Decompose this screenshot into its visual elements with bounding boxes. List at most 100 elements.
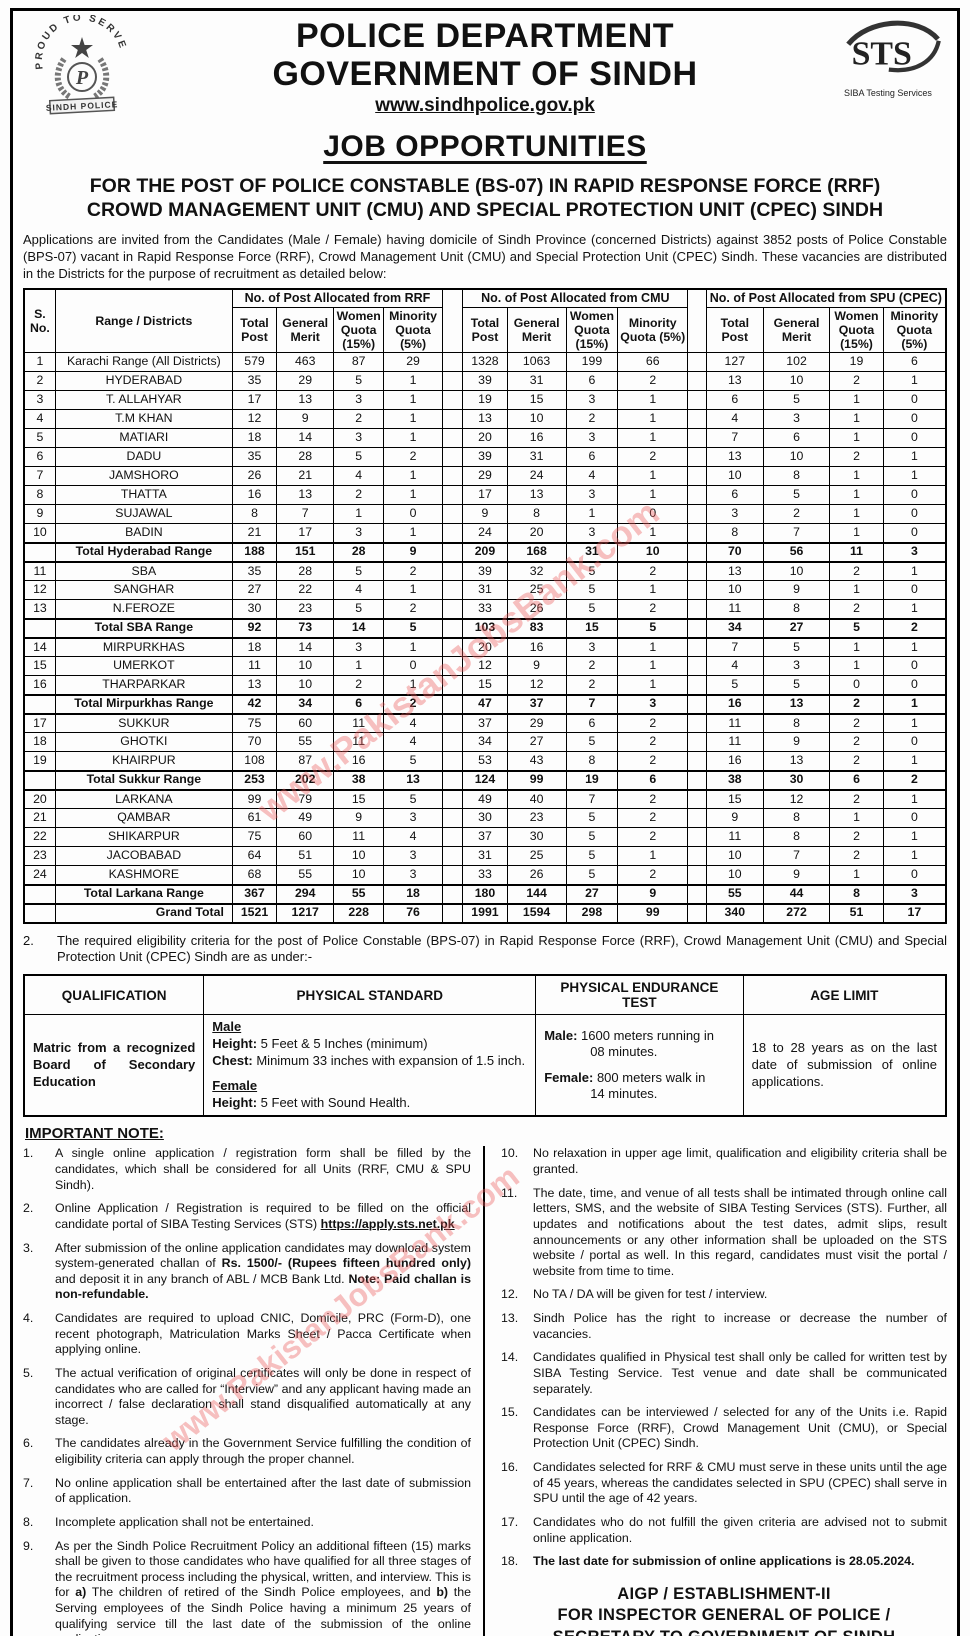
apply-portal-url[interactable]: https://apply.sts.net.pk [320, 1216, 455, 1231]
value-cell: 1 [383, 580, 444, 601]
spacer-cell [687, 808, 707, 829]
note-number: 9. [23, 1538, 34, 1553]
spacer-cell [687, 617, 707, 639]
value-cell: 31 [506, 447, 567, 468]
value-cell: 0 [882, 409, 947, 430]
value-cell: 11 [705, 599, 764, 620]
note-text: Candidates who do not fulfill the given … [533, 1515, 947, 1546]
value-cell: 73 [276, 617, 335, 639]
value-cell: 3 [565, 428, 619, 449]
value-cell: 1 [383, 675, 444, 696]
value-cell: 99 [617, 903, 689, 924]
spacer-cell [687, 865, 707, 886]
range-total-row: Total SBA Range 92 73 14 5 103 83 15 5 34 27 5 2 [23, 617, 947, 639]
value-cell: 13 [705, 561, 764, 582]
value-cell: 11 [705, 713, 764, 734]
value-cell: 9 [762, 865, 831, 886]
value-cell: 35 [231, 371, 278, 392]
value-cell: 23 [276, 599, 335, 620]
district-row: 12 SANGHAR 27 22 4 1 31 25 5 1 10 9 1 0 [23, 580, 947, 601]
value-cell: 2 [762, 504, 831, 525]
text-segment: Online Application / Registration is req… [55, 1201, 471, 1231]
text-segment: The date, time, and venue of all tests s… [533, 1185, 947, 1278]
value-cell: 3 [762, 656, 831, 677]
value-cell: 103 [462, 617, 508, 639]
value-cell: 9 [506, 656, 567, 677]
value-cell: 2 [617, 371, 689, 392]
col-header: Women Quota (15%) [333, 306, 385, 354]
value-cell: 24 [462, 523, 508, 544]
value-cell: 0 [882, 504, 947, 525]
spacer-cell [442, 580, 464, 601]
value-cell: 2 [617, 827, 689, 848]
spacer-cell [442, 675, 464, 696]
value-cell: 0 [882, 390, 947, 411]
value-cell: 10 [506, 409, 567, 430]
text-segment: 800 meters walk in [593, 1069, 706, 1085]
value-cell: 4 [333, 580, 385, 601]
district-cell: JACOBABAD [54, 846, 233, 867]
qualification-header: QUALIFICATION [23, 974, 205, 1016]
text-segment: Chest: [212, 1052, 253, 1068]
district-cell: HYDERABAD [54, 371, 233, 392]
value-cell: 0 [882, 732, 947, 753]
value-cell: 16 [705, 693, 764, 715]
value-cell: 35 [231, 561, 278, 582]
police-website[interactable]: www.sindhpolice.gov.pk [375, 95, 595, 117]
value-cell: 11 [333, 827, 385, 848]
value-cell: 27 [565, 883, 619, 905]
notes-left-column: 1. A single online application / registra… [23, 1146, 485, 1636]
value-cell: 1 [617, 390, 689, 411]
value-cell: 209 [462, 541, 508, 563]
value-cell: 1 [882, 789, 947, 810]
value-cell: 13 [231, 675, 278, 696]
spacer-cell [442, 409, 464, 430]
district-cell: THARPARKAR [54, 675, 233, 696]
value-cell: 17 [276, 523, 335, 544]
value-cell: 30 [231, 599, 278, 620]
sno-cell: 5 [23, 428, 56, 449]
spacer-cell [442, 504, 464, 525]
criteria-line: Height: 5 Feet with Sound Health. [212, 1095, 527, 1112]
text-segment: b) [436, 1585, 449, 1600]
text-segment: Female: [544, 1069, 594, 1085]
post-title-line2: CROWD MANAGEMENT UNIT (CMU) AND SPECIAL … [86, 199, 884, 222]
spacer-cell [442, 599, 464, 620]
value-cell: 2 [617, 447, 689, 468]
value-cell: 10 [333, 865, 385, 886]
note-number: 12. [501, 1287, 519, 1302]
value-cell: 5 [565, 599, 619, 620]
value-cell: 1 [829, 390, 884, 411]
grand-total-row: Grand Total 1521 1217 228 76 1991 1594 298 99 340… [23, 903, 947, 924]
note-text: After submission of the online applicati… [55, 1241, 471, 1304]
criteria-line: Chest: Minimum 33 inches with expansion … [212, 1053, 527, 1070]
district-row: 11 SBA 35 28 5 2 39 32 5 2 13 10 2 1 [23, 561, 947, 582]
value-cell: 180 [462, 883, 508, 905]
spacer-cell [687, 789, 707, 810]
value-cell: 7 [276, 504, 335, 525]
value-cell: 14 [333, 617, 385, 639]
value-cell: 5 [333, 371, 385, 392]
spacer-cell [687, 447, 707, 468]
district-row: 2 HYDERABAD 35 29 5 1 39 31 6 2 13 10 2 1 [23, 371, 947, 392]
text-segment: Candidates qualified in Physical test sh… [533, 1350, 947, 1396]
value-cell: 5 [383, 789, 444, 810]
text-segment: 5 Feet & 5 Inches (minimum) [257, 1035, 428, 1051]
value-cell: 1 [383, 637, 444, 658]
value-cell: 75 [231, 827, 278, 848]
value-cell: 20 [506, 523, 567, 544]
value-cell: 4 [383, 713, 444, 734]
value-cell: 5 [829, 617, 884, 639]
value-cell: 14 [276, 428, 335, 449]
text-segment: Incomplete application shall not be ente… [55, 1514, 314, 1529]
value-cell: 2 [829, 599, 884, 620]
value-cell: 61 [231, 808, 278, 829]
value-cell: 1 [333, 656, 385, 677]
value-cell: 13 [762, 751, 831, 772]
col-header: Minority Quota (5%) [383, 306, 444, 354]
note-text: Sindh Police has the right to increase o… [533, 1311, 947, 1342]
criteria-line: Male: 1600 meters running in [544, 1028, 734, 1045]
value-cell: 0 [882, 580, 947, 601]
spacer-cell [687, 903, 707, 924]
value-cell: 1 [882, 371, 947, 392]
